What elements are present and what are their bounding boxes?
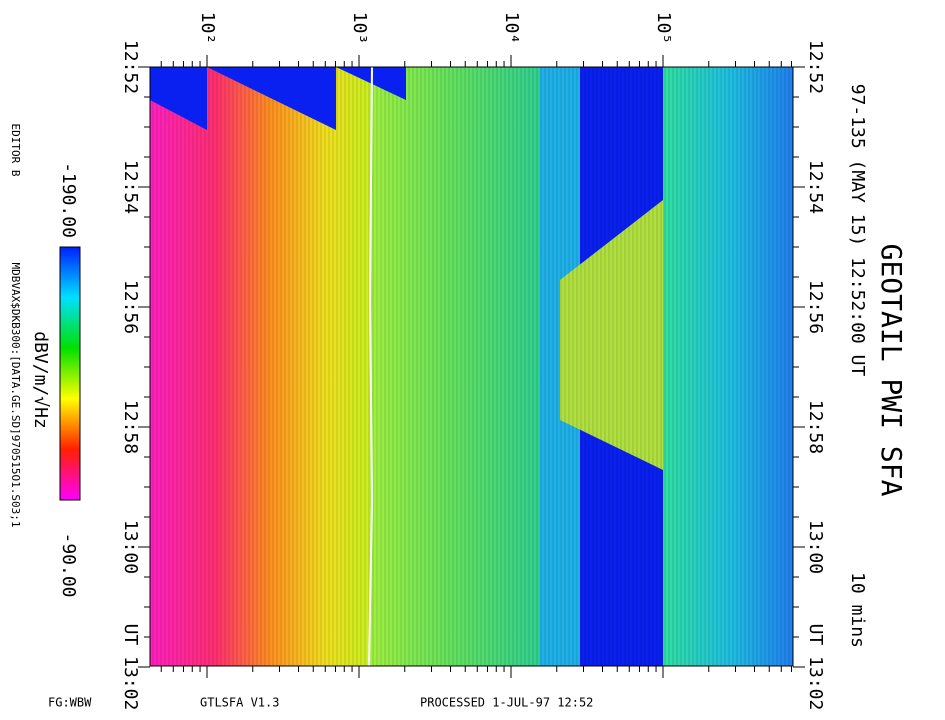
frequency-tick-label: 10⁴ (501, 12, 522, 45)
footer-program: GTLSFA V1.3 (200, 696, 279, 710)
subtitle: 97-135 (MAY 15) 12:52:00 UT (847, 84, 868, 377)
footer-processed: PROCESSED 1-JUL-97 12:52 (420, 696, 593, 710)
time-tick-label-right: 12:54 (805, 160, 826, 214)
duration: 10 mins (847, 572, 868, 648)
time-tick-label-left: 12:56 (120, 280, 141, 334)
colorbar (59, 246, 81, 501)
time-tick-label-right: 12:56 (805, 280, 826, 334)
time-tick-label-left: 12:54 (120, 160, 141, 214)
file-path: MDBVAX$DKB300:[DATA.GE.SD]970515O1.S03;1 (9, 263, 22, 528)
footer-fg: FG:WBW (48, 696, 92, 710)
time-tick-label-left: UT 13:02 (120, 624, 141, 711)
editor: EDITOR B (9, 124, 22, 177)
colorbar-top-label: -190.00 (58, 162, 79, 238)
spectrogram (149, 66, 794, 667)
time-tick-label-right: 12:52 (805, 40, 826, 94)
colorbar-bottom-label: -90.00 (58, 532, 79, 597)
time-tick-label-left: 12:52 (120, 40, 141, 94)
time-tick-label-left: 12:58 (120, 400, 141, 454)
time-tick-label-right: 12:58 (805, 400, 826, 454)
title: GEOTAIL PWI SFA (875, 244, 908, 497)
frequency-tick-label: 10³ (349, 12, 370, 45)
time-tick-label-right: 13:00 (805, 520, 826, 574)
colorbar-unit: dBV/m/√Hz (30, 331, 51, 429)
frequency-tick-label: 10² (197, 12, 218, 45)
time-tick-label-left: 13:00 (120, 520, 141, 574)
frequency-tick-label: 10⁵ (653, 12, 674, 45)
time-tick-label-right: UT 13:02 (805, 624, 826, 711)
